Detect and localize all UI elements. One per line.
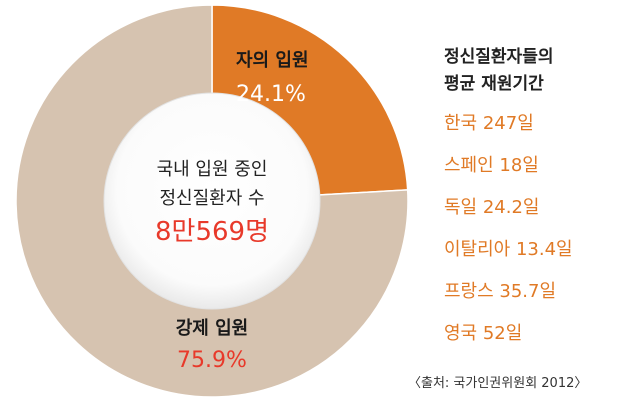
side-panel-title-line2: 평균 재원기간: [444, 74, 544, 94]
donut-center-circle: [103, 92, 321, 310]
side-item-uk: 영국 52일: [444, 323, 523, 344]
side-item-italy: 이탈리아 13.4일: [444, 239, 573, 260]
source-note: 〈출처: 국가인권위원회 2012〉: [408, 376, 588, 391]
side-panel-title-line1: 정신질환자들의: [444, 47, 554, 67]
slice-value-forced: 75.9%: [177, 348, 247, 373]
slice-label-forced: 강제 입원: [176, 317, 249, 339]
side-item-germany: 독일 24.2일: [444, 197, 540, 218]
slice-forced: [15, 4, 409, 398]
center-value: 8만569명: [155, 217, 269, 247]
slice-value-voluntary: 24.1%: [236, 82, 306, 107]
side-item-france: 프랑스 35.7일: [444, 281, 557, 302]
side-item-spain: 스페인 18일: [444, 155, 539, 176]
slice-label-voluntary: 자의 입원: [236, 49, 309, 71]
side-item-korea: 한국 247일: [444, 113, 534, 134]
center-label-line2: 정신질환자 수: [159, 188, 264, 209]
center-label-line1: 국내 입원 중인: [157, 159, 268, 180]
